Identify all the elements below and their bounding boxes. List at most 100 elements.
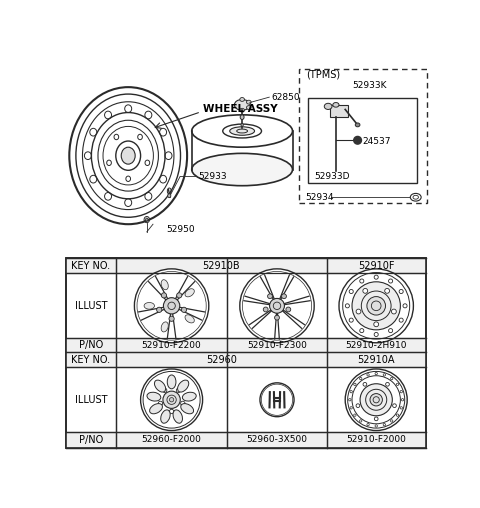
Text: 52910-2H910: 52910-2H910: [346, 340, 407, 350]
Circle shape: [363, 289, 368, 293]
Circle shape: [367, 374, 369, 376]
Circle shape: [349, 290, 353, 294]
Circle shape: [339, 269, 413, 343]
Ellipse shape: [230, 127, 254, 135]
Circle shape: [163, 298, 180, 314]
Circle shape: [169, 398, 174, 402]
Circle shape: [156, 307, 162, 312]
Circle shape: [400, 391, 402, 393]
Circle shape: [384, 289, 390, 293]
Circle shape: [391, 377, 393, 380]
Circle shape: [401, 399, 404, 401]
Text: 52910A: 52910A: [358, 355, 395, 365]
Circle shape: [399, 290, 403, 294]
Circle shape: [374, 322, 379, 327]
Circle shape: [354, 414, 356, 417]
Ellipse shape: [240, 98, 244, 102]
Circle shape: [383, 424, 385, 426]
Circle shape: [403, 304, 407, 308]
Circle shape: [163, 391, 180, 408]
Circle shape: [176, 388, 180, 393]
Ellipse shape: [69, 87, 187, 224]
Ellipse shape: [192, 153, 292, 186]
Bar: [66, 338, 426, 352]
Circle shape: [169, 316, 174, 322]
Circle shape: [345, 304, 349, 308]
Circle shape: [400, 407, 402, 409]
Ellipse shape: [333, 103, 339, 107]
Circle shape: [354, 137, 361, 144]
Text: WHEEL ASSY: WHEEL ASSY: [204, 105, 278, 114]
Bar: [66, 258, 426, 273]
Circle shape: [349, 318, 353, 322]
Text: KEY NO.: KEY NO.: [72, 355, 110, 365]
Bar: [66, 432, 426, 448]
Bar: [308, 98, 417, 182]
Ellipse shape: [355, 123, 360, 127]
Circle shape: [375, 425, 377, 427]
Ellipse shape: [178, 380, 189, 392]
Ellipse shape: [240, 115, 244, 119]
Text: ILLUST: ILLUST: [75, 395, 107, 405]
Circle shape: [374, 332, 378, 336]
Circle shape: [267, 294, 273, 299]
Bar: [66, 258, 426, 448]
Ellipse shape: [145, 218, 148, 221]
Ellipse shape: [167, 375, 176, 389]
Ellipse shape: [324, 103, 332, 109]
Text: 52910-F2200: 52910-F2200: [142, 340, 202, 350]
Circle shape: [282, 294, 287, 299]
Ellipse shape: [161, 280, 168, 290]
Ellipse shape: [121, 147, 135, 164]
Text: 52934: 52934: [305, 193, 334, 202]
Ellipse shape: [247, 100, 251, 104]
Circle shape: [360, 329, 364, 333]
Text: ILLUST: ILLUST: [75, 301, 107, 311]
Circle shape: [270, 298, 285, 313]
Ellipse shape: [410, 194, 421, 201]
Circle shape: [345, 369, 407, 431]
Circle shape: [286, 307, 291, 312]
Circle shape: [370, 394, 383, 406]
Circle shape: [363, 383, 367, 386]
Ellipse shape: [161, 322, 168, 332]
Circle shape: [391, 420, 393, 422]
Text: KEY NO.: KEY NO.: [72, 261, 110, 271]
Circle shape: [374, 417, 378, 421]
Ellipse shape: [241, 123, 243, 126]
Bar: [299, 69, 427, 203]
Circle shape: [260, 383, 294, 417]
Circle shape: [392, 309, 396, 314]
Bar: [66, 258, 426, 448]
Ellipse shape: [173, 410, 182, 423]
Circle shape: [393, 404, 396, 407]
Text: 62850: 62850: [272, 92, 300, 102]
Circle shape: [360, 420, 362, 422]
Text: P/NO: P/NO: [79, 435, 103, 445]
Text: P/NO: P/NO: [79, 340, 103, 350]
Ellipse shape: [150, 403, 162, 414]
Circle shape: [385, 383, 389, 386]
Text: 52950: 52950: [166, 225, 195, 234]
Text: 52910F: 52910F: [358, 261, 395, 271]
Ellipse shape: [161, 410, 170, 423]
Circle shape: [396, 383, 399, 386]
Ellipse shape: [181, 403, 193, 414]
Circle shape: [360, 384, 392, 416]
Circle shape: [399, 318, 403, 322]
Circle shape: [360, 377, 362, 380]
Circle shape: [367, 297, 385, 315]
Ellipse shape: [182, 392, 196, 401]
Circle shape: [396, 414, 399, 417]
Circle shape: [177, 293, 182, 298]
Circle shape: [367, 424, 369, 426]
Circle shape: [350, 407, 352, 409]
Ellipse shape: [155, 380, 166, 392]
Circle shape: [389, 329, 393, 333]
Circle shape: [374, 275, 378, 279]
Ellipse shape: [168, 194, 171, 198]
Text: 52910-F2000: 52910-F2000: [346, 435, 406, 444]
Circle shape: [360, 279, 364, 283]
Text: 52910-F2300: 52910-F2300: [247, 340, 307, 350]
Ellipse shape: [144, 302, 155, 309]
